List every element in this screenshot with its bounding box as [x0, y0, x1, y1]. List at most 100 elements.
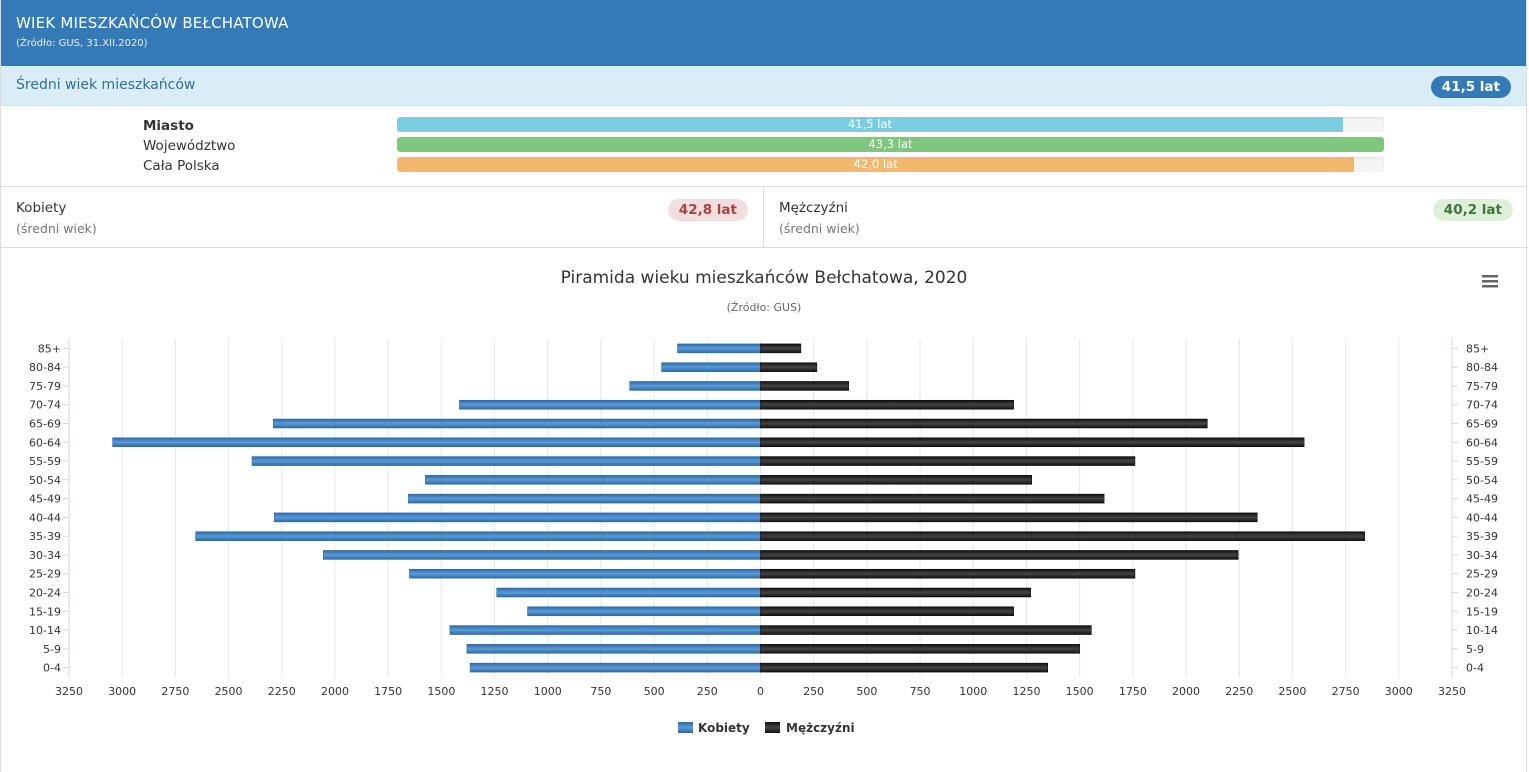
x-tick-label: 1000: [534, 685, 562, 698]
bar-men: [761, 644, 1080, 653]
y-tick-label-right: 60-64: [1466, 436, 1498, 449]
x-tick-label: 250: [697, 685, 718, 698]
y-tick-label-left: 85+: [38, 342, 61, 355]
bar-women: [459, 400, 760, 409]
x-tick-label: 750: [590, 685, 611, 698]
average-age-label: Średni wiek mieszkańców: [16, 77, 195, 93]
y-tick-label-left: 5-9: [43, 643, 61, 656]
y-tick-label-right: 40-44: [1466, 511, 1498, 524]
x-tick-label: 2250: [1225, 685, 1253, 698]
y-tick-label-right: 85+: [1466, 342, 1489, 355]
y-tick-label-left: 60-64: [29, 436, 61, 449]
x-tick-label: 2000: [321, 685, 349, 698]
x-tick-label: 3250: [55, 685, 83, 698]
y-tick-label-left: 10-14: [29, 624, 61, 637]
chart-subtitle: (Źródło: GUS): [727, 301, 802, 314]
age-pyramid-svg: Piramida wieku mieszkańców Bełchatowa, 2…: [1, 249, 1528, 772]
men-average-badge: 40,2 lat: [1433, 199, 1513, 221]
x-tick-label: 250: [803, 685, 824, 698]
y-tick-label-left: 35-39: [29, 530, 61, 543]
page-header: WIEK MIESZKAŃCÓW BEŁCHATOWA (Źródło: GUS…: [1, 0, 1526, 66]
y-tick-label-right: 50-54: [1466, 474, 1498, 487]
bar-men: [761, 626, 1092, 635]
y-tick-label-right: 10-14: [1466, 624, 1498, 637]
x-tick-label: 3000: [1385, 685, 1413, 698]
page-source: (Źródło: GUS, 31.XII.2020): [16, 38, 1511, 49]
bar-men: [761, 344, 801, 353]
y-tick-label-right: 75-79: [1466, 380, 1498, 393]
x-tick-label: 1750: [1119, 685, 1147, 698]
x-tick-label: 2500: [1278, 685, 1306, 698]
bar-men: [761, 607, 1014, 616]
x-tick-label: 3000: [108, 685, 136, 698]
legend-label-women[interactable]: Kobiety: [698, 721, 750, 735]
average-age-badge: 41,5 lat: [1431, 76, 1511, 98]
women-average-badge: 42,8 lat: [668, 199, 748, 221]
y-tick-label-left: 45-49: [29, 493, 61, 506]
x-tick-label: 750: [910, 685, 931, 698]
y-tick-label-right: 70-74: [1466, 399, 1498, 412]
chart-legend: Kobiety Mężczyźni: [678, 721, 855, 735]
y-tick-label-right: 80-84: [1466, 361, 1498, 374]
comparison-track-poland: 42,0 lat: [397, 157, 1384, 172]
comparison-bar-poland: 42,0 lat: [397, 157, 1354, 172]
x-tick-label: 2500: [215, 685, 243, 698]
bar-men: [761, 381, 849, 390]
women-average-panel: Kobiety (średni wiek) 42,8 lat: [1, 188, 764, 248]
x-tick-label: 2250: [268, 685, 296, 698]
comparison-label-poland: Cała Polska: [143, 158, 220, 174]
y-tick-label-right: 30-34: [1466, 549, 1498, 562]
x-tick-label: 500: [644, 685, 665, 698]
legend-label-men[interactable]: Mężczyźni: [786, 721, 855, 735]
comparison-bars: Miasto 41,5 lat Województwo 43,3 lat Cał…: [1, 107, 1526, 187]
comparison-track-voivodeship: 43,3 lat: [397, 137, 1384, 152]
bar-men: [761, 400, 1014, 409]
x-tick-label: 1500: [1066, 685, 1094, 698]
age-pyramid-chart: Piramida wieku mieszkańców Bełchatowa, 2…: [1, 249, 1528, 772]
bar-men: [761, 569, 1135, 578]
x-tick-label: 2750: [1332, 685, 1360, 698]
bar-women: [528, 607, 761, 616]
bar-women: [252, 457, 761, 466]
y-tick-label-left: 30-34: [29, 549, 61, 562]
comparison-label-voivodeship: Województwo: [143, 138, 235, 154]
bar-women: [273, 419, 760, 428]
men-average-panel: Mężczyźni (średni wiek) 40,2 lat: [764, 188, 1528, 248]
bar-women: [470, 663, 760, 672]
x-tick-label: 500: [856, 685, 877, 698]
y-tick-label-left: 75-79: [29, 380, 61, 393]
y-tick-label-left: 15-19: [29, 605, 61, 618]
men-title: Mężczyźni: [779, 200, 848, 216]
y-tick-label-right: 35-39: [1466, 530, 1498, 543]
bar-women: [662, 363, 761, 372]
bar-men: [761, 419, 1208, 428]
y-tick-label-right: 65-69: [1466, 418, 1498, 431]
comparison-bar-city: 41,5 lat: [397, 117, 1343, 132]
x-tick-label: 2000: [1172, 685, 1200, 698]
average-age-row: Średni wiek mieszkańców 41,5 lat: [1, 66, 1526, 106]
x-tick-label: 1750: [374, 685, 402, 698]
y-tick-label-left: 80-84: [29, 361, 61, 374]
legend-swatch-men: [765, 722, 780, 733]
bar-women: [274, 513, 760, 522]
bar-women: [497, 588, 761, 597]
menu-icon[interactable]: [1479, 273, 1501, 293]
y-tick-label-right: 15-19: [1466, 605, 1498, 618]
bar-men: [761, 663, 1048, 672]
y-tick-label-left: 40-44: [29, 511, 61, 524]
x-tick-label: 1250: [1012, 685, 1040, 698]
y-tick-label-right: 55-59: [1466, 455, 1498, 468]
bar-men: [761, 588, 1031, 597]
y-tick-label-left: 55-59: [29, 455, 61, 468]
bar-men: [761, 363, 817, 372]
bar-men: [761, 475, 1032, 484]
bar-women: [425, 475, 760, 484]
x-tick-label: 1500: [427, 685, 455, 698]
y-tick-label-right: 5-9: [1466, 643, 1484, 656]
bar-women: [409, 569, 760, 578]
bar-men: [761, 532, 1365, 541]
x-tick-label: 3250: [1438, 685, 1466, 698]
y-tick-label-right: 20-24: [1466, 587, 1498, 600]
bar-women: [630, 381, 761, 390]
bar-men: [761, 513, 1258, 522]
